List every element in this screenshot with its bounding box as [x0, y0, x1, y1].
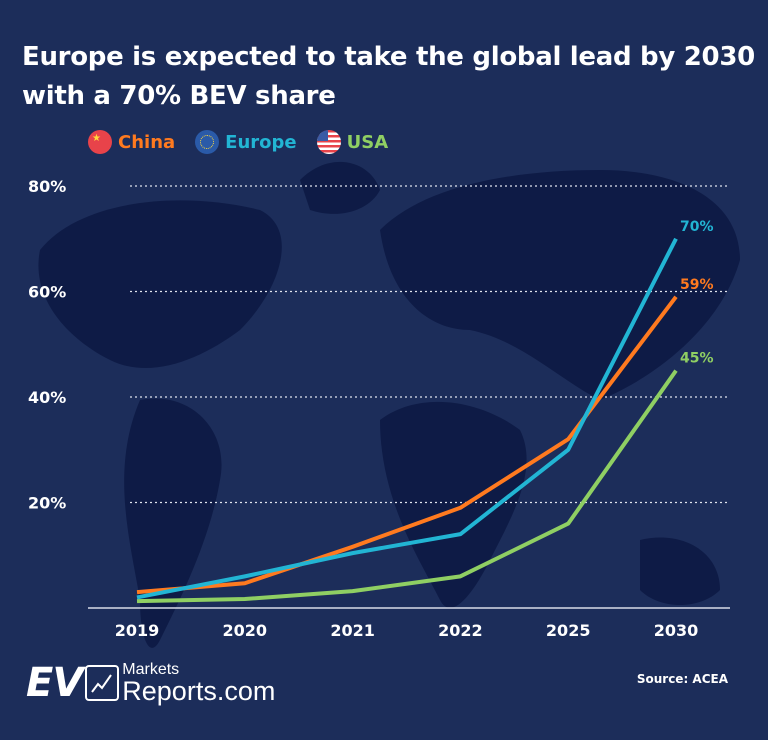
title-line-1: Europe is expected to take the global le… [22, 42, 755, 72]
y-tick-label: 60% [28, 283, 66, 302]
evmarketsreports-logo: EV Markets Reports.com [26, 660, 275, 706]
legend-item-europe: Europe [195, 130, 297, 154]
usa-flag-icon [316, 130, 341, 154]
x-tick-label: 2021 [330, 621, 375, 640]
x-tick-label: 2030 [654, 621, 699, 640]
end-label-europe: 70% [680, 219, 714, 235]
world-map-background [38, 161, 740, 648]
series-line-europe [136, 237, 678, 600]
title-line-2: with a 70% BEV share [22, 81, 336, 111]
legend-item-usa: USA [316, 130, 389, 154]
china-flag-icon: ★ [88, 130, 112, 154]
legend-label: China [118, 131, 176, 153]
chart-title: Europe is expected to take the global le… [22, 38, 755, 116]
y-tick-label: 20% [28, 494, 66, 513]
legend: ★ China Europe USA [88, 130, 388, 154]
logo-markets: Markets [122, 660, 180, 678]
legend-label: USA [346, 131, 389, 153]
legend-label: Europe [225, 131, 297, 153]
legend-item-china: ★ China [88, 130, 175, 154]
y-tick-label: 80% [28, 177, 66, 196]
y-tick-label: 40% [28, 388, 66, 407]
x-tick-label: 2020 [223, 621, 268, 640]
x-tick-label: 2019 [115, 621, 160, 640]
logo-ev: EV [26, 660, 83, 706]
eu-flag-icon [195, 130, 220, 154]
source-note: Source: ACEA [636, 672, 728, 686]
series-line-usa [136, 369, 678, 604]
end-label-china: 59% [680, 277, 714, 293]
end-label-usa: 45% [680, 351, 714, 367]
chart-trend-icon [85, 665, 120, 701]
logo-reports: Reports.com [122, 675, 276, 706]
x-tick-label: 2025 [546, 621, 591, 640]
x-tick-label: 2022 [438, 621, 483, 640]
